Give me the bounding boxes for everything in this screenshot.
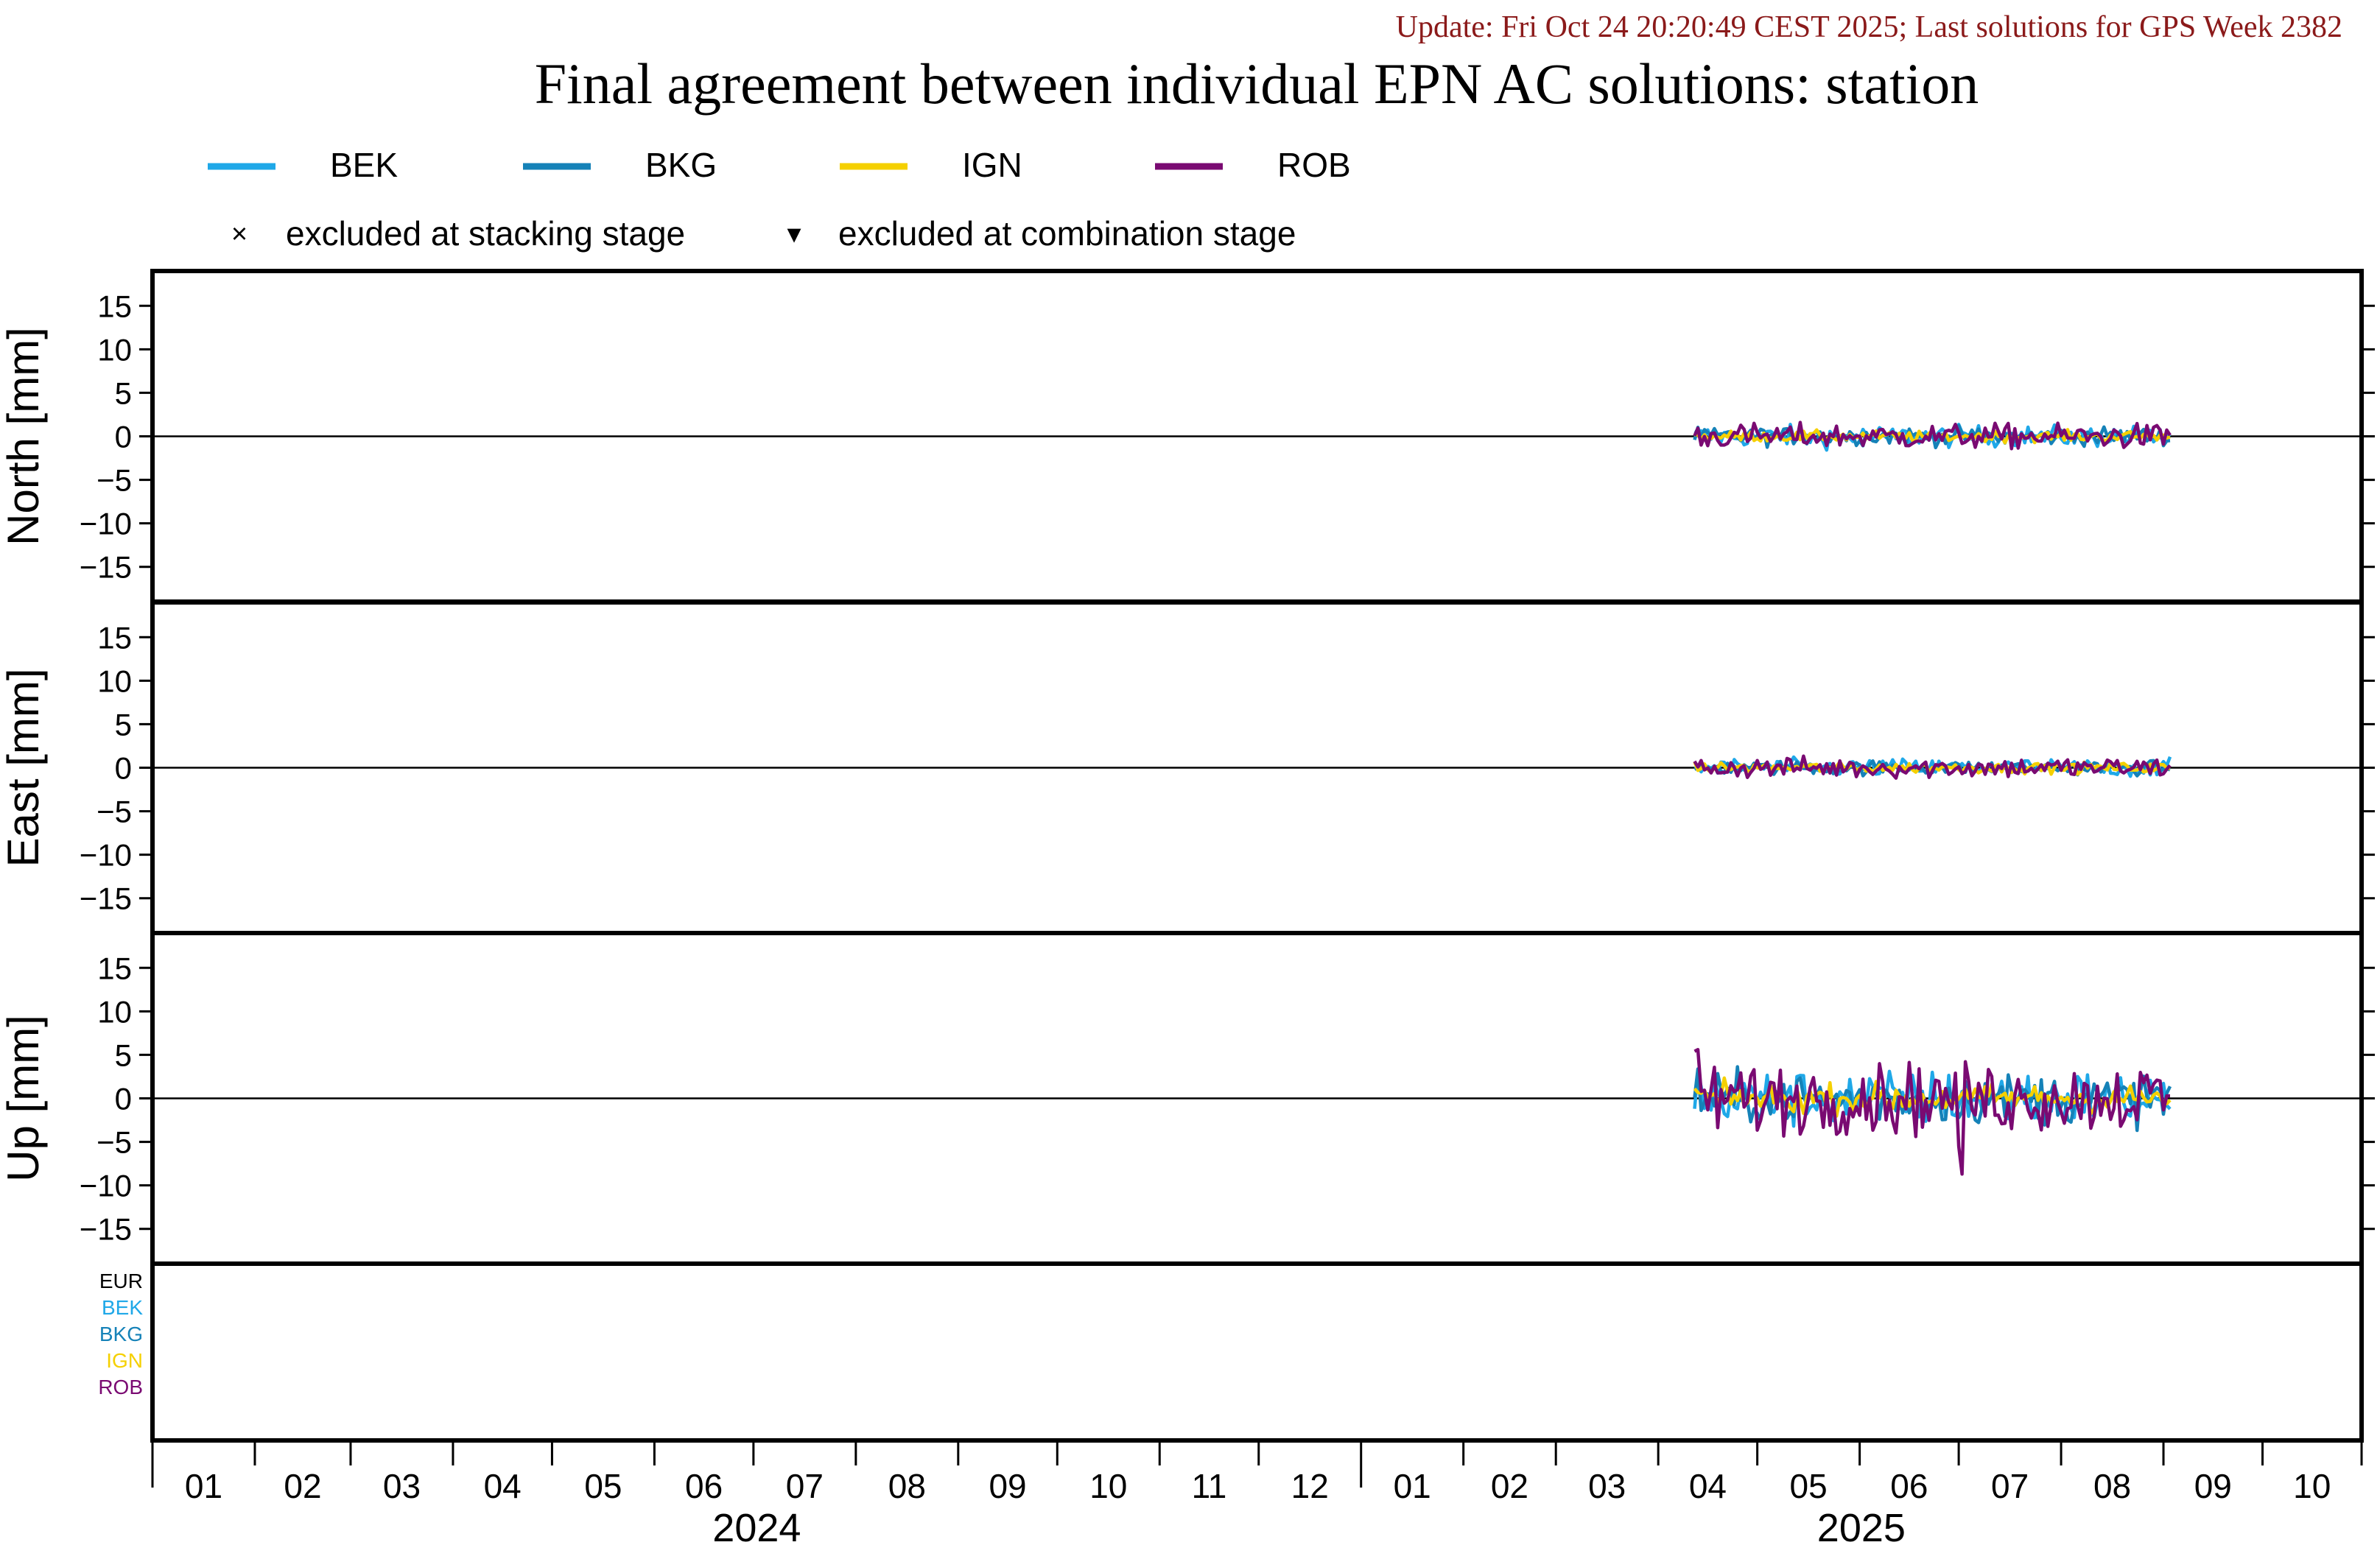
availability-panel: EUR BEK BKG IGN ROB: [98, 1261, 2364, 1443]
legend-label-rob: ROB: [1277, 146, 1351, 184]
y-tick-label: 10: [97, 664, 132, 698]
panel-east: 15 10 5 0 −5 −10 −15 East [mm]: [0, 600, 2375, 935]
panels: 15 10 5 0 −5 −10 −15 North [mm] 15 10 5 0 −5 −10 −15 Ea…: [0, 269, 2375, 1266]
x-month-label: 09: [989, 1467, 1026, 1505]
x-month-label: 02: [284, 1467, 321, 1505]
x-axis: 01 02 03 04 05 06 07 08 09 10 11 12 01 02 03 04 05 06 07 08…: [151, 1440, 2363, 1545]
series-line-rob: [1693, 420, 2172, 451]
legend-label-bek: BEK: [330, 146, 398, 184]
y-tick-label: −5: [96, 1125, 132, 1160]
y-tick-label: 5: [115, 1038, 132, 1072]
y-tick-label: 5: [115, 707, 132, 742]
availability-frame: [150, 1261, 2364, 1443]
y-tick-label: 15: [97, 951, 132, 985]
x-month-label: 06: [685, 1467, 723, 1505]
y-tick-label: −15: [80, 550, 132, 585]
y-axis-label: Up [mm]: [0, 1015, 48, 1182]
legend-marker-symbol-0: ×: [231, 219, 248, 250]
chart-title: Final agreement between individual EPN A…: [535, 52, 1979, 116]
x-year-label: 2025: [1817, 1506, 1906, 1545]
x-month-label: 12: [1291, 1467, 1329, 1505]
x-month-label: 10: [1089, 1467, 1127, 1505]
x-month-label: 01: [185, 1467, 222, 1505]
y-tick-label: 10: [97, 332, 132, 367]
y-tick-label: −10: [80, 507, 132, 541]
availability-label-bkg: BKG: [99, 1323, 143, 1345]
y-tick-label: −5: [96, 795, 132, 829]
legend: BEK BKG IGN ROB × excluded at stacking stage ▾…: [208, 146, 1351, 253]
y-tick-label: −15: [80, 881, 132, 916]
x-month-label: 10: [2293, 1467, 2331, 1505]
series-line-rob: [1693, 754, 2172, 780]
panel-north: 15 10 5 0 −5 −10 −15 North [mm]: [0, 269, 2375, 604]
x-month-label: 04: [484, 1467, 522, 1505]
update-text: Update: Fri Oct 24 20:20:49 CEST 2025; L…: [1396, 10, 2342, 44]
x-month-label: 04: [1689, 1467, 1727, 1505]
x-month-label: 09: [2194, 1467, 2232, 1505]
legend-label-bkg: BKG: [645, 146, 717, 184]
x-month-label: 05: [1790, 1467, 1828, 1505]
y-tick-label: 0: [115, 751, 132, 786]
x-month-label: 08: [888, 1467, 926, 1505]
availability-label-rob: ROB: [98, 1376, 143, 1398]
legend-marker-symbol-1: ▾: [787, 219, 801, 250]
x-month-label: 06: [1890, 1467, 1928, 1505]
y-tick-label: 5: [115, 376, 132, 410]
y-tick-label: 0: [115, 1082, 132, 1116]
y-tick-label: −15: [80, 1212, 132, 1247]
series-line-rob: [1693, 1048, 2170, 1176]
x-month-label: 08: [2093, 1467, 2131, 1505]
y-tick-label: −10: [80, 838, 132, 873]
panel-up: 15 10 5 0 −5 −10 −15 Up [mm]: [0, 931, 2375, 1266]
header: Update: Fri Oct 24 20:20:49 CEST 2025; L…: [535, 10, 2342, 116]
y-axis-label: North [mm]: [0, 327, 48, 546]
y-tick-label: 15: [97, 620, 132, 655]
x-month-label: 01: [1394, 1467, 1431, 1505]
x-month-label: 03: [383, 1467, 421, 1505]
x-month-label: 02: [1491, 1467, 1528, 1505]
y-tick-label: −10: [80, 1169, 132, 1203]
x-month-label: 07: [786, 1467, 824, 1505]
availability-label-bek: BEK: [102, 1296, 143, 1319]
x-month-label: 11: [1192, 1467, 1227, 1505]
x-year-label: 2024: [712, 1506, 801, 1545]
y-tick-label: −5: [96, 463, 132, 498]
x-month-label: 03: [1588, 1467, 1626, 1505]
y-tick-label: 0: [115, 420, 132, 454]
x-month-label: 07: [1991, 1467, 2029, 1505]
legend-label-ign: IGN: [962, 146, 1022, 184]
y-axis-label: East [mm]: [0, 668, 48, 867]
legend-marker-label-0: excluded at stacking stage: [286, 214, 685, 253]
availability-label-eur: EUR: [99, 1270, 143, 1292]
y-tick-label: 15: [97, 289, 132, 323]
x-month-label: 05: [584, 1467, 622, 1505]
availability-label-ign: IGN: [106, 1349, 143, 1372]
y-tick-label: 10: [97, 994, 132, 1029]
legend-marker-label-1: excluded at combination stage: [838, 214, 1296, 253]
